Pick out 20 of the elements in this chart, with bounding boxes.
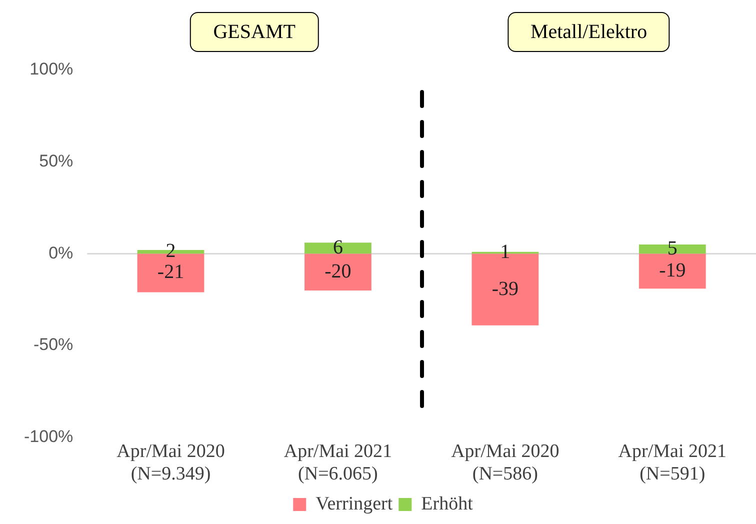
y-tick-label: -100% — [24, 427, 74, 446]
x-tick-label: Apr/Mai 2021 (N=591) — [618, 440, 726, 485]
data-label: -39 — [492, 278, 519, 300]
legend-label: Verringert — [316, 493, 394, 514]
text: Metall/Elektro — [507, 12, 670, 52]
data-label: -19 — [659, 259, 686, 282]
x-tick-label: Apr/Mai 2020 (N=586) — [451, 440, 560, 485]
data-label: -20 — [324, 260, 352, 282]
x-tick-label: Apr/Mai 2020 (N=9.349) — [116, 440, 225, 485]
data-label: -21 — [157, 261, 184, 284]
data-label: 6 — [332, 236, 343, 258]
bar — [304, 254, 372, 290]
bar — [638, 254, 706, 289]
legend-label: Erhöht — [421, 493, 474, 514]
text: GESAMT — [190, 12, 318, 52]
y-tick-label: 50% — [39, 152, 74, 171]
y-tick-label: 100% — [30, 60, 74, 79]
y-tick-label: -50% — [33, 335, 74, 354]
y-tick-label: 0% — [48, 243, 74, 262]
x-tick-label: Apr/Mai 2021 (N=6.065) — [284, 440, 392, 485]
